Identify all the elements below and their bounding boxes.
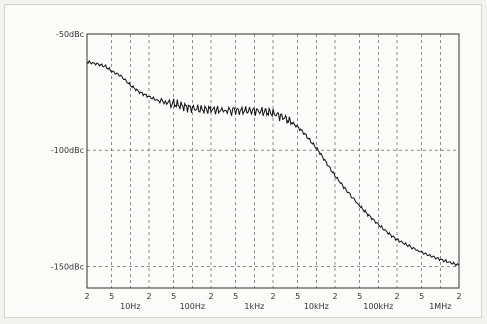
- x-tick-label: 5: [171, 292, 176, 301]
- x-tick-label: 10Hz: [120, 302, 140, 311]
- x-tick-label: 5: [109, 292, 114, 301]
- y-tick-label: -100dBc: [51, 146, 84, 155]
- x-tick-label: 2: [394, 292, 399, 301]
- series-layer: [86, 59, 460, 267]
- y-tick-labels: -50dBc -100dBc -150dBc: [51, 30, 84, 271]
- plot-frame: [86, 33, 460, 289]
- x-tick-label: 5: [295, 292, 300, 301]
- x-tick-label: 5: [419, 292, 424, 301]
- x-tick-label: 100Hz: [180, 302, 205, 311]
- x-tick-label: 5: [233, 292, 238, 301]
- phase-noise-trace: [86, 59, 460, 267]
- x-tick-label: 2: [84, 292, 89, 301]
- x-tick-label: 1MHz: [429, 302, 451, 311]
- x-tick-label: 2: [332, 292, 337, 301]
- y-tick-label: -50dBc: [56, 30, 84, 39]
- x-tick-label: 1kHz: [244, 302, 264, 311]
- y-tick-label: -150dBc: [51, 262, 84, 271]
- chart-panel: -50dBc -100dBc -150dBc 2 5 10Hz 2 5 100Hz 2 5 1kHz…: [4, 4, 482, 318]
- x-tick-label: 2: [146, 292, 151, 301]
- x-tick-label: 2: [270, 292, 275, 301]
- x-tick-label: 2: [208, 292, 213, 301]
- x-tick-label: 5: [357, 292, 362, 301]
- x-tick-label: 100kHz: [363, 302, 393, 311]
- grid-lines: [87, 34, 459, 288]
- x-tick-label: 10kHz: [304, 302, 329, 311]
- x-tick-label: 2: [456, 292, 461, 301]
